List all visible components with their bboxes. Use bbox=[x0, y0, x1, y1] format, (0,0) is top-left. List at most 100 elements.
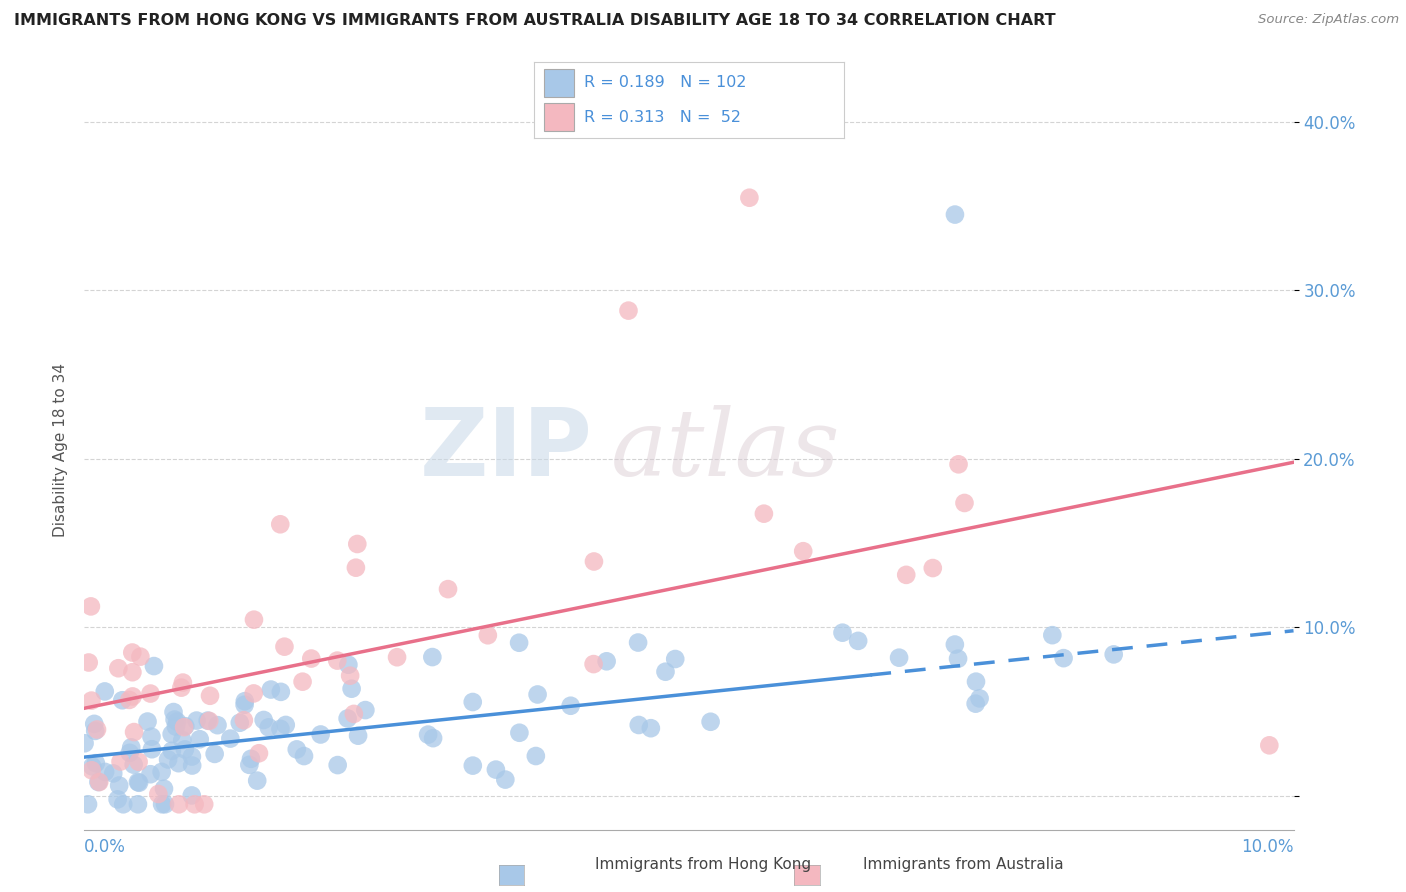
Point bbox=[153, 781, 176, 796]
Text: Source: ZipAtlas.com: Source: ZipAtlas.com bbox=[1258, 13, 1399, 27]
Point bbox=[80, 693, 103, 707]
Point bbox=[309, 727, 332, 741]
Point bbox=[240, 752, 263, 766]
Point bbox=[80, 764, 103, 778]
Point bbox=[120, 740, 142, 755]
Point bbox=[141, 742, 163, 756]
Point bbox=[188, 732, 211, 747]
Point bbox=[77, 797, 100, 812]
Point bbox=[494, 772, 516, 787]
Text: 10.0%: 10.0% bbox=[1241, 838, 1294, 856]
Point bbox=[173, 720, 195, 734]
Point bbox=[107, 792, 129, 806]
Point bbox=[943, 638, 966, 652]
Point bbox=[461, 695, 484, 709]
Text: Immigrants from Australia: Immigrants from Australia bbox=[863, 857, 1063, 872]
Point bbox=[269, 517, 291, 532]
Point bbox=[148, 787, 170, 801]
Point bbox=[965, 674, 987, 689]
Point bbox=[127, 797, 149, 812]
Text: 0.0%: 0.0% bbox=[84, 838, 127, 856]
Point bbox=[896, 567, 918, 582]
Point bbox=[150, 764, 173, 779]
Point bbox=[582, 554, 605, 568]
Point bbox=[193, 797, 215, 812]
Point bbox=[136, 714, 159, 729]
Point bbox=[233, 694, 256, 708]
Point bbox=[103, 766, 125, 780]
Point bbox=[139, 767, 162, 781]
Point bbox=[170, 681, 193, 695]
Point bbox=[946, 651, 969, 665]
Point bbox=[167, 756, 190, 771]
Point bbox=[111, 693, 134, 707]
Text: IMMIGRANTS FROM HONG KONG VS IMMIGRANTS FROM AUSTRALIA DISABILITY AGE 18 TO 34 C: IMMIGRANTS FROM HONG KONG VS IMMIGRANTS … bbox=[14, 13, 1056, 29]
Point bbox=[965, 697, 987, 711]
Point bbox=[416, 728, 439, 742]
Point bbox=[204, 747, 226, 761]
Point bbox=[73, 736, 96, 750]
Point bbox=[163, 713, 186, 727]
Point bbox=[664, 652, 686, 666]
Point bbox=[122, 757, 145, 772]
Point bbox=[617, 303, 640, 318]
Point bbox=[343, 706, 366, 721]
Point bbox=[82, 759, 104, 773]
Point bbox=[943, 208, 966, 222]
Point bbox=[153, 797, 176, 812]
Point bbox=[207, 718, 229, 732]
Point bbox=[969, 691, 991, 706]
Point bbox=[84, 723, 107, 738]
Point bbox=[160, 727, 183, 741]
Point bbox=[887, 650, 910, 665]
Point bbox=[160, 744, 183, 758]
Point bbox=[274, 718, 297, 732]
Point bbox=[1258, 739, 1281, 753]
Point bbox=[141, 730, 163, 744]
Point bbox=[336, 711, 359, 725]
Point bbox=[953, 496, 976, 510]
Point bbox=[77, 656, 100, 670]
Point bbox=[142, 659, 165, 673]
Point bbox=[269, 722, 291, 736]
Point bbox=[846, 633, 869, 648]
Point bbox=[118, 746, 141, 760]
Point bbox=[229, 715, 252, 730]
Point bbox=[422, 731, 444, 746]
Point bbox=[172, 733, 194, 747]
Point bbox=[198, 689, 221, 703]
Point bbox=[110, 755, 132, 769]
Point bbox=[285, 742, 308, 756]
Point bbox=[180, 749, 202, 764]
Point bbox=[1052, 651, 1074, 665]
Point bbox=[246, 773, 269, 788]
Point bbox=[243, 613, 266, 627]
Point bbox=[339, 669, 361, 683]
Point bbox=[150, 797, 173, 812]
Text: ZIP: ZIP bbox=[419, 404, 592, 497]
Point bbox=[437, 582, 460, 596]
Point bbox=[198, 714, 221, 728]
Point bbox=[291, 674, 314, 689]
Point bbox=[174, 742, 197, 756]
Point bbox=[526, 688, 548, 702]
Point bbox=[477, 628, 499, 642]
Point bbox=[921, 561, 943, 575]
Point bbox=[347, 729, 370, 743]
Point bbox=[340, 681, 363, 696]
Point bbox=[640, 721, 662, 735]
Point bbox=[166, 714, 188, 729]
Point bbox=[354, 703, 377, 717]
Point bbox=[186, 714, 208, 728]
Point bbox=[738, 191, 761, 205]
Point bbox=[165, 720, 187, 734]
Point bbox=[94, 684, 117, 698]
Point bbox=[80, 599, 103, 614]
Point bbox=[344, 560, 367, 574]
Point bbox=[219, 731, 242, 746]
Point bbox=[84, 756, 107, 771]
FancyBboxPatch shape bbox=[544, 70, 575, 96]
Point bbox=[253, 713, 276, 727]
Point bbox=[524, 749, 547, 764]
Point bbox=[87, 775, 110, 789]
